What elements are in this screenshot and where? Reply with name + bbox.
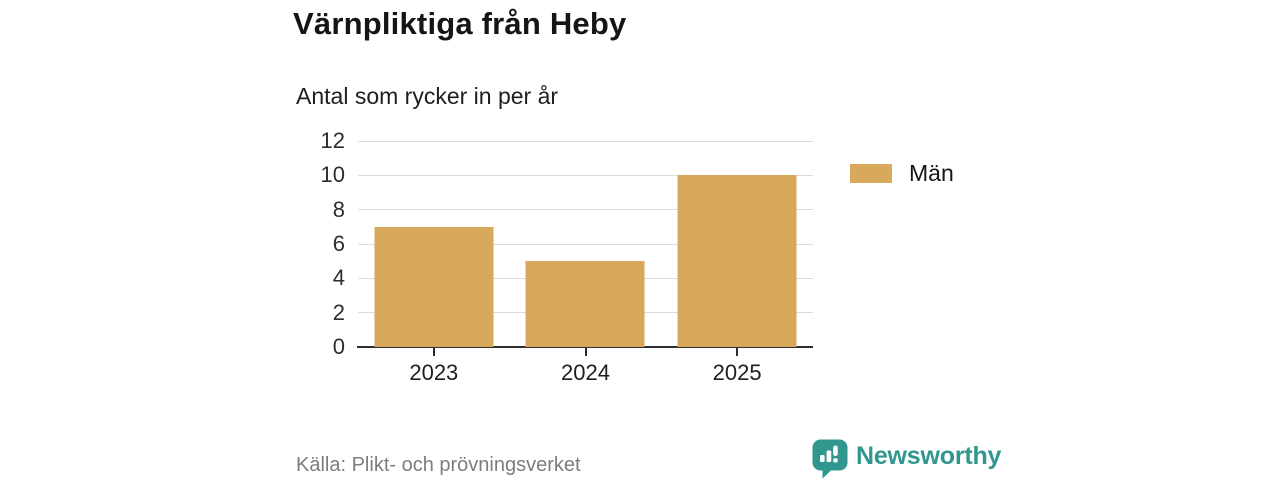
- y-tick-label-12: 12: [320, 128, 345, 153]
- bar-2025-Män: [677, 175, 797, 347]
- gridline-y-10: [358, 174, 813, 176]
- x-tick-mark-2023: [432, 348, 435, 356]
- chart-title: Värnpliktiga från Heby: [293, 6, 627, 41]
- legend-swatch-man: [850, 164, 892, 183]
- x-axis-line: [357, 346, 813, 348]
- bar-column-2025: [661, 141, 813, 347]
- gridline-y-12: [358, 140, 813, 142]
- y-tick-label-6: 6: [332, 231, 345, 256]
- chart-subtitle: Antal som rycker in per år: [296, 83, 559, 109]
- newsworthy-logo-icon: [812, 439, 848, 484]
- y-tick-label-0: 0: [332, 334, 345, 359]
- y-tick-label-10: 10: [320, 162, 345, 188]
- source-note: Källa: Plikt- och prövningsverket: [296, 454, 581, 476]
- x-tick-label-2025: 2025: [712, 360, 762, 385]
- gridline-y-6: [358, 243, 813, 245]
- brand-name: Newsworthy: [856, 442, 1002, 470]
- legend: Män: [850, 160, 954, 187]
- x-tick-mark-2025: [736, 348, 739, 356]
- bar-column-2024: [510, 141, 662, 347]
- y-tick-label-4: 4: [332, 265, 345, 291]
- x-tick-label-2023: 2023: [409, 360, 459, 385]
- x-tick-mark-2024: [584, 348, 587, 356]
- x-tick-label-2024: 2024: [561, 360, 610, 385]
- brand-logo: Newsworthy: [812, 439, 1001, 484]
- y-tick-label-8: 8: [332, 196, 345, 222]
- bar-column-2023: [358, 141, 510, 347]
- bar-2023-Män: [374, 226, 494, 347]
- legend-label-man: Män: [909, 160, 954, 186]
- plot-area: [357, 140, 813, 348]
- gridline-y-8: [358, 209, 813, 211]
- y-tick-label-2: 2: [332, 299, 345, 325]
- bar-2024-Män: [525, 261, 645, 347]
